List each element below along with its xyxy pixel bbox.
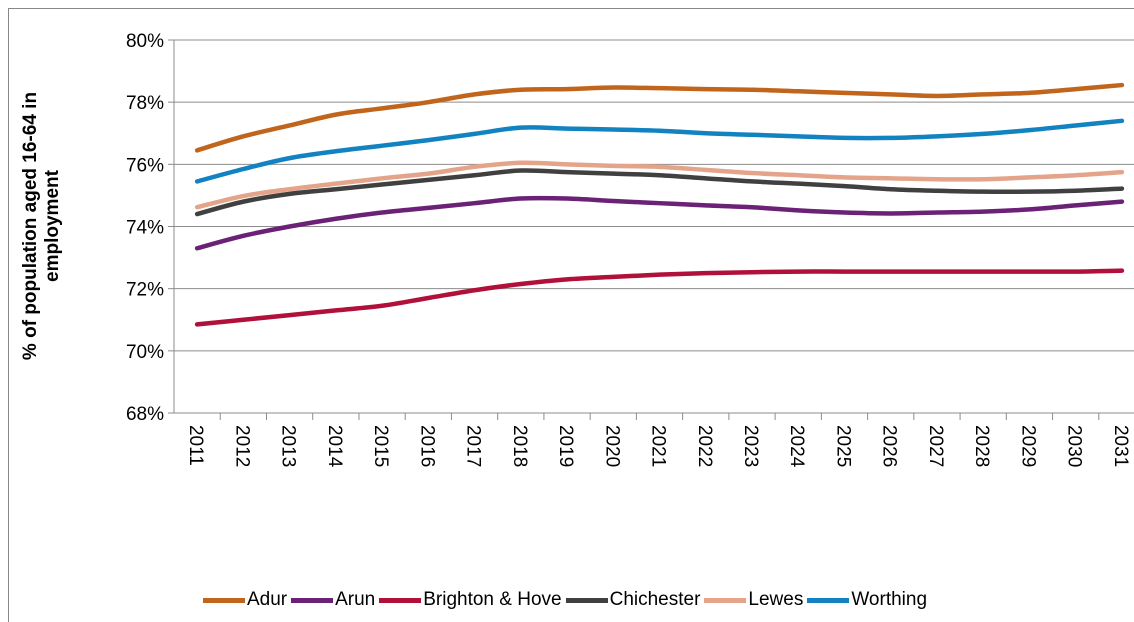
x-tick-label: 2017 bbox=[463, 425, 484, 467]
legend-swatch bbox=[704, 597, 747, 603]
legend-label: Arun bbox=[335, 589, 376, 610]
x-tick-label: 2014 bbox=[324, 425, 345, 468]
frame bbox=[8, 8, 1134, 622]
x-tick-label: 2027 bbox=[925, 425, 946, 467]
x-tick-label: 2016 bbox=[416, 425, 437, 467]
y-tick-label: 76% bbox=[126, 155, 164, 176]
y-axis-title-box: % of population aged 16-64 in employment bbox=[20, 36, 64, 416]
x-tick-label: 2012 bbox=[231, 425, 252, 467]
x-tick-label: 2030 bbox=[1064, 425, 1085, 467]
x-tick-label: 2021 bbox=[648, 425, 669, 467]
x-tick-label: 2025 bbox=[832, 425, 853, 467]
legend-label: Lewes bbox=[748, 589, 804, 610]
legend-label: Adur bbox=[246, 589, 288, 610]
y-axis-title: % of population aged 16-64 in employment bbox=[20, 91, 63, 361]
legend-item: Worthing bbox=[807, 589, 927, 611]
legend-label: Brighton & Hove bbox=[423, 589, 562, 610]
line bbox=[194, 195, 1125, 251]
line bbox=[194, 82, 1125, 153]
legend: Adur Arun Brighton & Hove Chichester Lewes Wo… bbox=[0, 589, 1134, 611]
x-tick-label: 2020 bbox=[601, 425, 622, 467]
y-tick-label: 70% bbox=[126, 342, 164, 363]
legend-swatch bbox=[291, 597, 334, 603]
y-tick-label: 78% bbox=[126, 93, 164, 114]
legend-swatch bbox=[565, 597, 608, 603]
x-tick-label: 2029 bbox=[1017, 425, 1038, 467]
x-tick-label: 2031 bbox=[1110, 425, 1131, 467]
line bbox=[194, 118, 1125, 184]
y-tick-label: 74% bbox=[126, 218, 164, 239]
y-tick-label: 68% bbox=[126, 404, 164, 425]
legend-item: Lewes bbox=[704, 589, 803, 611]
x-tick-label: 2018 bbox=[509, 425, 530, 467]
x-tick-label: 2015 bbox=[370, 425, 391, 467]
y-tick-label: 80% bbox=[126, 31, 164, 52]
x-tick-label: 2011 bbox=[185, 425, 206, 466]
legend-item: Chichester bbox=[565, 589, 701, 611]
x-tick-label: 2019 bbox=[555, 425, 576, 467]
line bbox=[194, 160, 1125, 210]
legend-swatch bbox=[807, 597, 850, 603]
line bbox=[194, 268, 1125, 327]
legend-label: Chichester bbox=[609, 589, 701, 610]
x-tick-label: 2023 bbox=[740, 425, 761, 467]
x-tick-label: 2022 bbox=[694, 425, 715, 467]
legend-swatch bbox=[379, 597, 422, 603]
x-tick-label: 2013 bbox=[278, 425, 299, 467]
legend-swatch bbox=[202, 597, 245, 603]
legend-item: Arun bbox=[291, 589, 375, 611]
x-tick-label: 2028 bbox=[971, 425, 992, 467]
x-tick-label: 2026 bbox=[879, 425, 900, 467]
legend-label: Worthing bbox=[851, 589, 928, 610]
y-tick-label: 72% bbox=[126, 280, 164, 301]
x-tick-label: 2024 bbox=[786, 425, 807, 468]
line bbox=[194, 168, 1125, 217]
legend-item: Adur bbox=[202, 589, 288, 611]
legend-item: Brighton & Hove bbox=[379, 589, 562, 611]
